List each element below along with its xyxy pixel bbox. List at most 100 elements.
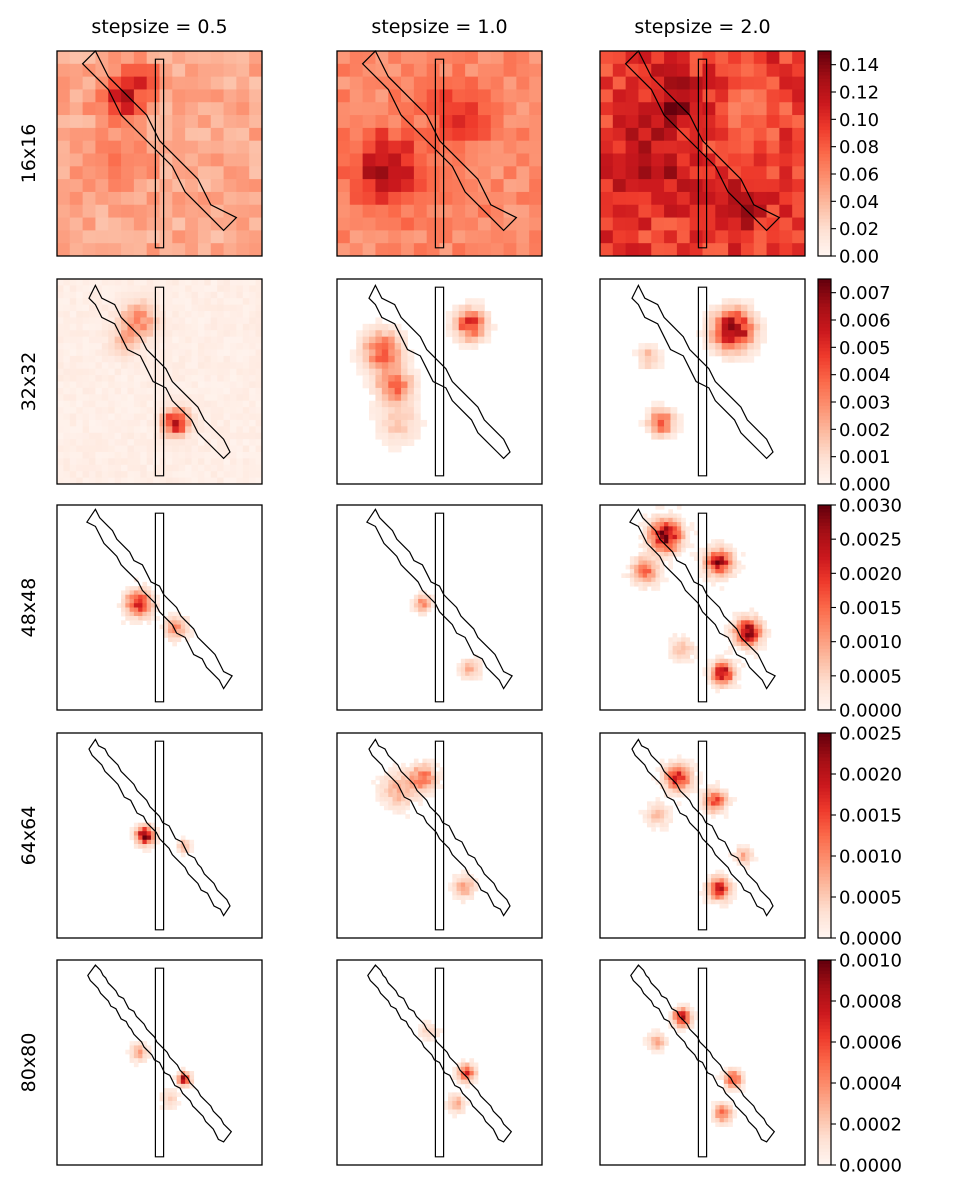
- heatmap-cell: [711, 675, 716, 681]
- heatmap-cell: [142, 1041, 148, 1046]
- heatmap-cell: [719, 675, 725, 681]
- heatmap-cell: [405, 779, 410, 785]
- heatmap-cell: [728, 564, 733, 570]
- heatmap-cell: [236, 243, 250, 257]
- heatmap-cell: [229, 413, 237, 421]
- heatmap-cell: [401, 127, 415, 142]
- heatmap-cell: [95, 191, 109, 206]
- heatmap-cell: [516, 140, 530, 154]
- heatmap-cell: [223, 349, 231, 357]
- heatmap-cell: [460, 1100, 466, 1106]
- heatmap-cell: [197, 349, 205, 357]
- heatmap-cell: [655, 581, 661, 587]
- heatmap-cell: [792, 179, 806, 193]
- heatmap-cell: [185, 76, 199, 90]
- heatmap-cell: [138, 844, 143, 849]
- heatmap-cell: [114, 330, 122, 338]
- heatmap-cell: [721, 330, 729, 338]
- heatmap-cell: [381, 419, 389, 427]
- heatmap-cell: [458, 336, 466, 344]
- heatmap-cell: [191, 451, 199, 459]
- heatmap-cell: [698, 564, 703, 570]
- heatmap-cell: [405, 788, 410, 794]
- heatmap-cell: [349, 204, 364, 218]
- heatmap-cell: [728, 797, 733, 802]
- heatmap-cell: [375, 432, 383, 440]
- heatmap-cell: [706, 886, 712, 892]
- heatmap-cell: [249, 311, 256, 318]
- heatmap-cell: [516, 127, 530, 142]
- heatmap-cell: [672, 1006, 678, 1012]
- heatmap-cell: [172, 191, 186, 206]
- heatmap-cell: [108, 285, 116, 293]
- heatmap-cell: [439, 217, 453, 231]
- heatmap-cell: [465, 102, 479, 116]
- heatmap-cell: [172, 89, 186, 103]
- heatmap-cell: [255, 407, 263, 414]
- heatmap-cell: [676, 426, 684, 434]
- heatmap-cell: [664, 534, 669, 540]
- heatmap-cell: [409, 792, 415, 798]
- heatmap-cell: [185, 285, 192, 293]
- heatmap-cell: [469, 882, 475, 888]
- heatmap-cell: [689, 76, 703, 90]
- heatmap-cell: [644, 349, 652, 357]
- heatmap-cell: [69, 76, 84, 90]
- heatmap-cell: [146, 217, 160, 231]
- heatmap-cell: [197, 387, 205, 395]
- heatmap-cell: [749, 611, 755, 617]
- heatmap-cell: [638, 166, 652, 180]
- heatmap-cell: [456, 886, 462, 892]
- heatmap-cell: [659, 1049, 665, 1055]
- colorbar-segment: [818, 980, 831, 985]
- heatmap-cell: [255, 285, 263, 293]
- heatmap-cell: [702, 899, 708, 905]
- colorbar-segment: [818, 330, 831, 335]
- heatmap-cell: [484, 336, 492, 344]
- heatmap-cell: [108, 349, 116, 357]
- heatmap-cell: [210, 89, 224, 103]
- heatmap-cell: [676, 513, 682, 519]
- heatmap-cell: [396, 801, 402, 806]
- heatmap-cell: [471, 323, 479, 331]
- heatmap-cell: [668, 1019, 673, 1025]
- heatmap-cell: [69, 419, 77, 427]
- heatmap-cell: [747, 343, 755, 350]
- heatmap-cell: [651, 551, 656, 557]
- heatmap-cell: [185, 624, 190, 630]
- heatmap-cell: [732, 556, 738, 561]
- heatmap-cell: [672, 637, 678, 643]
- heatmap-cell: [659, 1032, 665, 1038]
- heatmap-cell: [625, 191, 639, 206]
- heatmap-cell: [651, 140, 665, 154]
- heatmap-cell: [728, 336, 735, 344]
- heatmap-cell: [142, 822, 148, 828]
- heatmap-cell: [249, 127, 263, 142]
- heatmap-cell: [711, 543, 716, 549]
- heatmap-cell: [185, 628, 190, 634]
- heatmap-cell: [191, 304, 199, 312]
- heatmap-cell: [217, 304, 224, 312]
- heatmap-cell: [642, 586, 648, 591]
- heatmap-cell: [249, 230, 263, 244]
- heatmap-cell: [133, 89, 148, 103]
- heatmap-cell: [69, 349, 77, 357]
- heatmap-cell: [516, 243, 530, 257]
- heatmap-cell: [685, 645, 691, 651]
- heatmap-cell: [723, 797, 729, 802]
- heatmap-cell: [114, 445, 122, 453]
- heatmap-cell: [57, 323, 64, 331]
- colorbar-tick-label: 0.0020: [839, 564, 902, 585]
- colorbar-tick-label: 0.0015: [839, 806, 902, 827]
- heatmap-cell: [82, 387, 90, 395]
- heatmap-cell: [178, 279, 186, 286]
- heatmap-cell: [176, 624, 182, 630]
- heatmap-cell: [69, 330, 77, 338]
- heatmap-cell: [452, 63, 466, 78]
- colorbar-segment: [818, 987, 831, 992]
- heatmap-cell: [76, 311, 84, 318]
- heatmap-cell: [108, 471, 116, 478]
- colorbar-segment: [818, 326, 831, 331]
- colorbar-segment: [818, 292, 831, 297]
- heatmap-cell: [140, 343, 148, 350]
